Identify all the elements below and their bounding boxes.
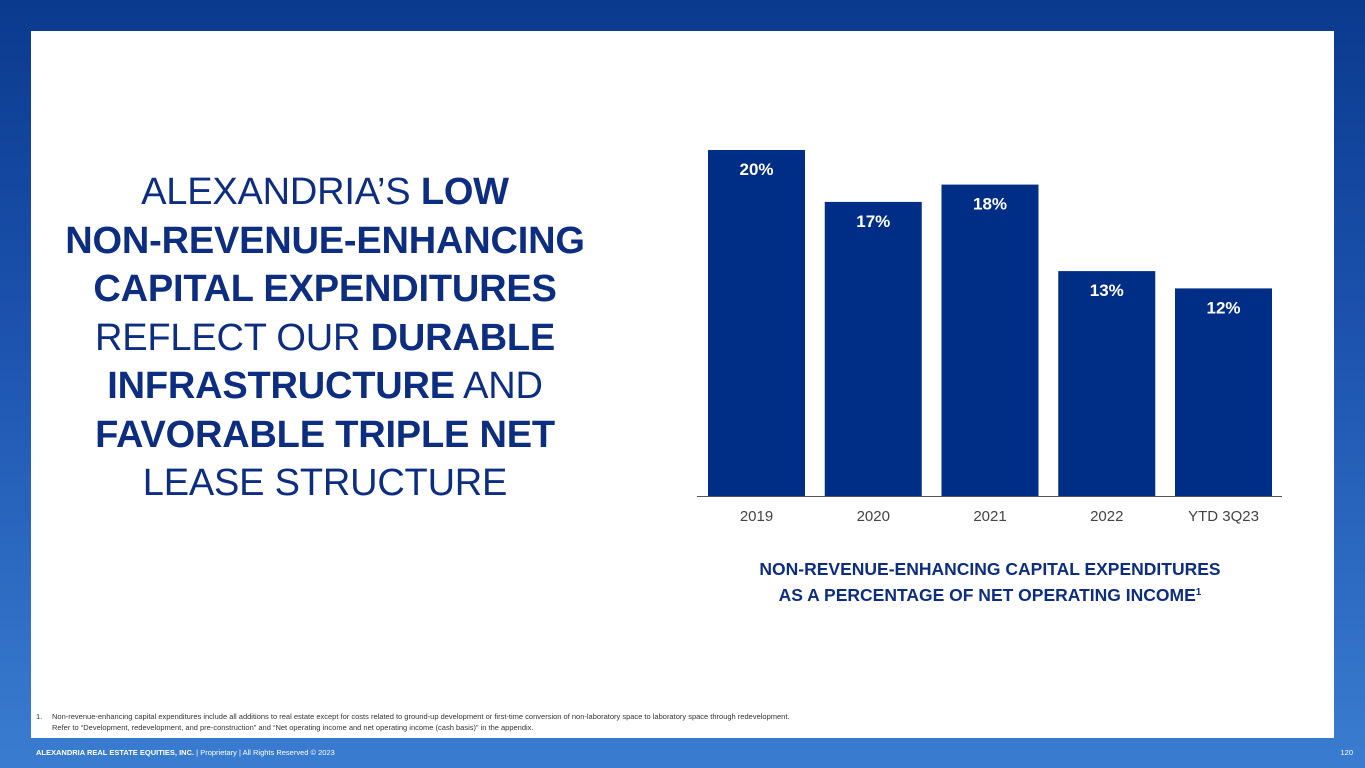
headline-emphasis: LOW — [420, 171, 509, 213]
headline-emphasis: DURABLE — [370, 316, 556, 359]
bar-2020 — [824, 201, 922, 496]
chart-title: NON-REVENUE-ENHANCING CAPITAL EXPENDITUR… — [665, 557, 1315, 607]
headline-text: AND — [454, 365, 543, 407]
headline: ALEXANDRIA’S LOW NON-REVENUE-ENHANCING C… — [50, 168, 600, 508]
headline-emphasis: INFRASTRUCTURE — [107, 365, 455, 407]
bar-2022 — [1058, 271, 1156, 496]
bar-2021 — [941, 184, 1039, 496]
data-label: 18% — [973, 195, 1007, 214]
chart-title-line-2: AS A PERCENTAGE OF NET OPERATING INCOME1 — [665, 581, 1315, 607]
footnote: 1. Non-revenue-enhancing capital expendi… — [36, 711, 1056, 733]
footer-copyright: ALEXANDRIA REAL ESTATE EQUITIES, INC. | … — [36, 748, 335, 757]
chart-title-line-1: NON-REVENUE-ENHANCING CAPITAL EXPENDITUR… — [759, 559, 1221, 579]
bar-ytd-3q23 — [1175, 288, 1272, 496]
x-tick-label: 2020 — [857, 508, 890, 525]
headline-emphasis: FAVORABLE TRIPLE NET — [95, 413, 555, 456]
chart-title-line-2-text: AS A PERCENTAGE OF NET OPERATING INCOME — [778, 585, 1196, 605]
headline-text: ALEXANDRIA’S — [141, 171, 421, 213]
data-label: 13% — [1090, 281, 1124, 300]
data-label: 20% — [739, 160, 773, 179]
headline-emphasis: CAPITAL EXPENDITURES — [93, 268, 557, 310]
data-label: 12% — [1206, 298, 1240, 317]
footnote-line-1: Non-revenue-enhancing capital expenditur… — [52, 712, 790, 721]
headline-emphasis: NON-REVENUE-ENHANCING — [65, 219, 585, 262]
page-number: 120 — [1340, 748, 1353, 757]
bar-2019 — [708, 150, 805, 496]
footnote-reference: 1 — [1195, 587, 1202, 598]
data-label: 17% — [856, 212, 890, 231]
x-tick-label: 2019 — [740, 508, 773, 525]
footnote-line-2: Refer to “Development, redevelopment, an… — [52, 723, 534, 732]
footer-rights: | Proprietary | All Rights Reserved © 20… — [194, 748, 335, 757]
x-tick-label: 2022 — [1090, 508, 1123, 525]
x-tick-label: 2021 — [973, 508, 1006, 525]
footnote-number: 1. — [36, 712, 43, 721]
footer-company: ALEXANDRIA REAL ESTATE EQUITIES, INC. — [36, 748, 195, 757]
headline-text: LEASE STRUCTURE — [142, 462, 508, 504]
x-tick-label: YTD 3Q23 — [1188, 508, 1259, 525]
headline-text: REFLECT OUR — [95, 316, 371, 359]
